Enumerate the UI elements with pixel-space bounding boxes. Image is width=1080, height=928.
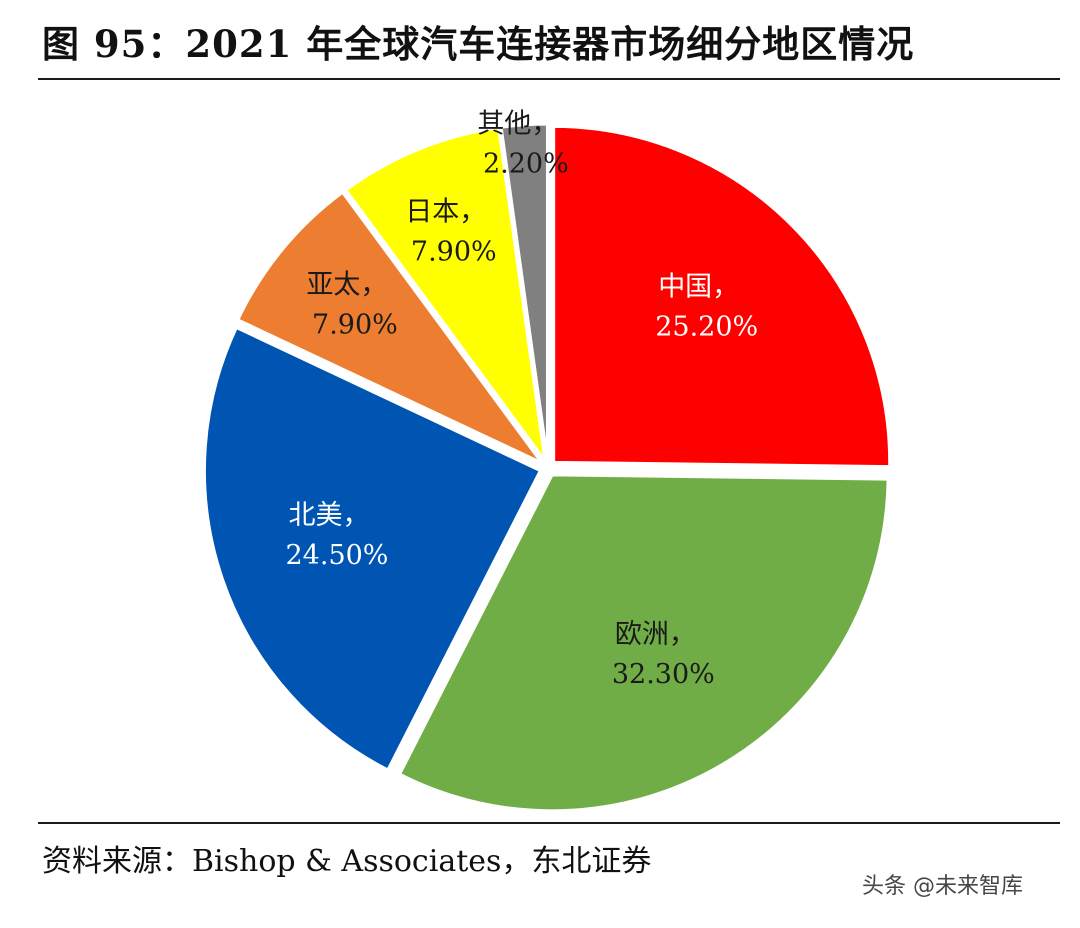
slice-label-value-1: 32.30% (612, 659, 715, 690)
slice-label-value-2: 24.50% (286, 540, 389, 571)
slice-label-name-3: 亚太， (306, 269, 387, 300)
source-note: 资料来源：Bishop & Associates，东北证券 (42, 844, 652, 879)
slice-label-name-1: 欧洲， (615, 619, 696, 650)
pie-slice-0 (552, 124, 892, 469)
pie-slice-4 (343, 126, 547, 462)
slice-label-name-2: 北美， (288, 500, 369, 531)
pie-slice-3 (235, 190, 544, 465)
slice-label-name-5: 其他， (477, 108, 558, 139)
watermark: 头条 @未来智库 (862, 874, 1023, 899)
pie-slice-2 (202, 325, 543, 772)
slice-label-value-5: 2.20% (483, 148, 569, 179)
slice-label-name-0: 中国， (658, 271, 739, 302)
title-rule (38, 78, 1060, 80)
source-rule (38, 822, 1060, 824)
slice-label-value-4: 7.90% (411, 237, 497, 268)
slice-label-value-0: 25.20% (655, 311, 758, 342)
pie-slice-5 (499, 122, 549, 461)
pie-slices (202, 122, 892, 813)
pie-slice-1 (397, 473, 890, 813)
chart-title: 图 95：2021 年全球汽车连接器市场细分地区情况 (42, 22, 915, 66)
pie-labels: 中国， 25.20% 欧洲， 32.30% 北美， 24.50% 亚太， 7.90% 日本， 7.… (286, 108, 759, 690)
slice-label-name-4: 日本， (405, 197, 486, 228)
slice-label-value-3: 7.90% (312, 309, 398, 340)
